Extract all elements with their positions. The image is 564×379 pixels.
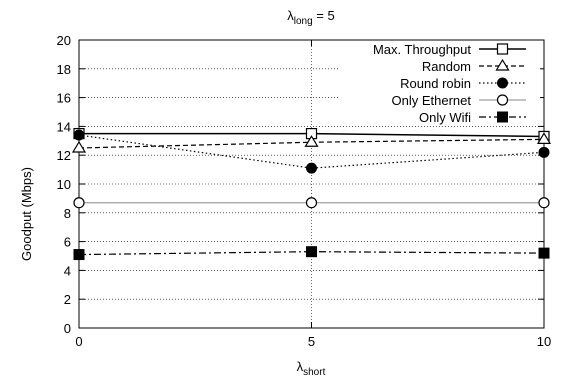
y-tick-label: 10 [57, 177, 71, 192]
legend-background [340, 109, 540, 125]
legend-marker [496, 43, 509, 55]
y-tick-label: 2 [64, 292, 71, 307]
data-point [305, 197, 318, 209]
data-point [71, 140, 87, 153]
chart-title: λlong = 5 [287, 8, 334, 27]
y-axis-title: Goodput (Mbps) [19, 167, 34, 261]
y-tick-label: 18 [57, 62, 71, 77]
data-point [536, 132, 552, 144]
plot-frame [78, 39, 545, 329]
data-point [538, 247, 550, 259]
legend-marker [496, 94, 509, 106]
legend: Max. Throughput Random Round robin Only Eth… [340, 41, 540, 125]
axes: 0 2 4 6 8 10 12 14 16 18 20 0 5 10 [57, 33, 552, 349]
y-tick-label: 16 [57, 91, 71, 106]
x-axis-lambda: λ [297, 359, 304, 374]
data-point [538, 146, 550, 158]
legend-label: Only Wifi [419, 110, 471, 125]
y-tick-label: 20 [57, 33, 71, 48]
legend-label: Max. Throughput [373, 42, 471, 57]
data-point [73, 197, 85, 209]
y-tick-label: 6 [64, 235, 71, 250]
x-axis-title: λshort [297, 359, 326, 378]
legend-background [340, 58, 540, 74]
y-tick-label: 8 [64, 206, 71, 221]
title-suffix: = 5 [313, 8, 335, 23]
title-subscript: long [294, 16, 313, 27]
y-tick-label: 4 [64, 263, 71, 278]
data-point [304, 135, 319, 147]
title-lambda: λ [287, 8, 294, 23]
data-point [73, 249, 85, 261]
x-axis-subscript: short [303, 367, 325, 378]
y-tick-label: 0 [64, 321, 71, 336]
x-tick-label: 10 [537, 334, 551, 349]
series-line [78, 251, 545, 256]
data-point [306, 246, 317, 258]
series [71, 128, 552, 261]
legend-label: Only Ethernet [392, 93, 472, 108]
legend-background [340, 75, 540, 91]
data-point [538, 197, 550, 209]
data-point [306, 162, 317, 174]
data-point [73, 129, 85, 141]
legend-marker [497, 77, 508, 89]
x-tick-label: 5 [308, 334, 315, 349]
y-tick-label: 14 [57, 119, 71, 134]
legend-label: Random [422, 59, 471, 74]
x-tick-label: 0 [75, 334, 82, 349]
legend-background [340, 41, 540, 57]
legend-marker [497, 111, 508, 123]
legend-background [340, 92, 540, 108]
y-tick-label: 12 [57, 148, 71, 163]
legend-marker [495, 58, 510, 71]
legend-label: Round robin [400, 76, 471, 91]
